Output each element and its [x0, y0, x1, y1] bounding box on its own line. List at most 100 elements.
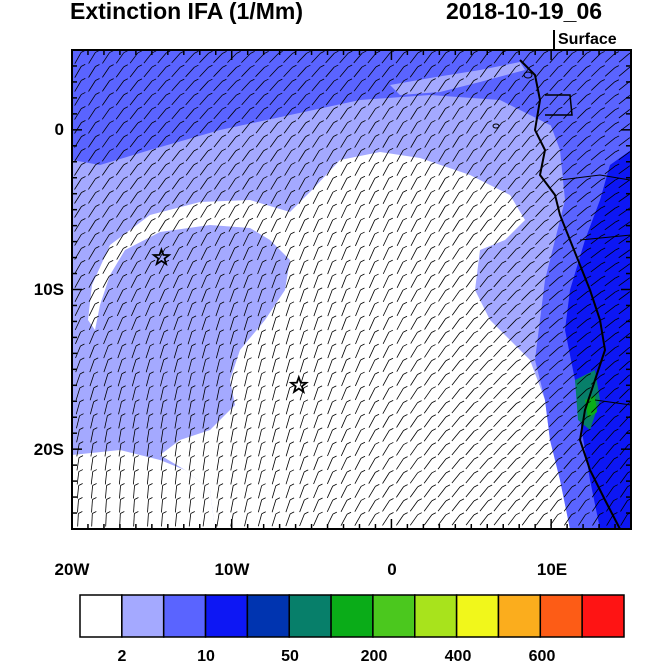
wind-barb	[213, 80, 223, 92]
wind-barb-flag	[360, 455, 366, 459]
wind-barb-flag	[106, 441, 112, 444]
wind-barb	[74, 122, 82, 134]
wind-barb-flag	[586, 64, 591, 68]
wind-barb-flag	[501, 512, 507, 516]
wind-barb	[604, 277, 616, 287]
wind-barb-flag	[289, 497, 295, 501]
wind-barb	[576, 375, 588, 385]
wind-barb-flag	[599, 470, 605, 474]
wind-barb	[382, 136, 390, 148]
wind-barb	[283, 108, 293, 120]
wind-barb-flag	[558, 331, 564, 335]
wind-barb	[535, 389, 545, 399]
wind-barb-flag	[614, 428, 619, 432]
wind-barb	[369, 275, 375, 289]
wind-barb-flag	[572, 331, 578, 335]
wind-barb	[326, 471, 334, 485]
wind-barb	[355, 331, 361, 345]
wind-barb	[185, 80, 195, 92]
wind-barb-flag	[150, 301, 155, 305]
wind-barb-flag	[291, 92, 297, 96]
wind-barb	[158, 234, 166, 246]
wind-barb-flag	[94, 357, 99, 361]
wind-barb-flag	[305, 162, 310, 165]
wind-barb	[562, 389, 574, 399]
wind-barb-flag	[95, 148, 100, 151]
wind-barb-flag	[487, 512, 493, 516]
wind-barb-flag	[543, 512, 548, 516]
wind-barb-flag	[501, 190, 507, 194]
wind-barb	[257, 359, 263, 373]
wind-barb-flag	[192, 259, 197, 263]
wind-barb	[466, 192, 474, 204]
border-line	[579, 234, 631, 241]
wind-barb	[604, 95, 616, 105]
wind-barb-flag	[586, 428, 591, 432]
wind-barb	[382, 122, 390, 134]
wind-barb	[604, 347, 616, 357]
wind-barb-flag	[137, 232, 142, 235]
wind-barb	[313, 233, 319, 247]
wind-barb	[340, 205, 348, 219]
wind-barb-flag	[137, 64, 143, 68]
wind-barb-flag	[459, 106, 464, 109]
wind-barb	[285, 275, 291, 289]
wind-barb	[216, 415, 220, 429]
wind-barb-flag	[234, 259, 239, 263]
wind-barb	[325, 108, 335, 120]
wind-barb-flag	[275, 497, 281, 501]
wind-barb	[103, 387, 109, 401]
wind-barb	[606, 500, 614, 512]
wind-barb	[89, 401, 95, 415]
wind-barb	[188, 443, 192, 457]
wind-barb	[479, 346, 489, 358]
wind-barb	[466, 206, 474, 218]
wind-barb	[549, 136, 559, 148]
wind-barb-flag	[516, 260, 521, 264]
wind-barb	[90, 443, 94, 457]
wind-barb	[535, 108, 545, 120]
wind-barb	[285, 513, 291, 527]
wind-barb-flag	[600, 401, 605, 404]
wind-barb-flag	[275, 441, 280, 445]
wind-barb-flag	[445, 232, 450, 235]
wind-barb-flag	[332, 441, 337, 445]
wind-barb-flag	[346, 483, 352, 487]
wind-barb	[521, 431, 531, 441]
wind-barb	[270, 178, 278, 190]
wind-barb	[173, 303, 179, 317]
wind-barb	[549, 66, 559, 78]
wind-barb-flag	[543, 64, 549, 68]
wind-barb	[604, 249, 616, 259]
wind-barb-flag	[332, 231, 337, 235]
wind-barb-flag	[204, 469, 210, 472]
wind-barb	[424, 206, 432, 218]
wind-barb	[521, 108, 531, 120]
wind-barb	[103, 345, 109, 359]
wind-barb	[105, 485, 107, 499]
wind-barb	[298, 164, 306, 176]
wind-barb-flag	[389, 64, 395, 68]
wind-barb	[201, 289, 207, 303]
wind-barb	[438, 290, 446, 302]
wind-barb-flag	[106, 469, 111, 472]
wind-barb-flag	[81, 134, 86, 137]
wind-barb	[507, 514, 517, 526]
wind-barb	[173, 359, 179, 373]
wind-barb	[354, 164, 362, 176]
wind-barb	[396, 500, 404, 512]
wind-barb	[88, 66, 96, 78]
wind-barb	[368, 402, 376, 414]
wind-barb-flag	[431, 484, 437, 488]
wind-barb	[549, 122, 559, 134]
wind-barb-flag	[333, 92, 339, 96]
wind-barb	[423, 472, 433, 484]
wind-barb	[200, 192, 208, 204]
wind-barb	[576, 207, 588, 217]
wind-barb	[535, 444, 545, 456]
wind-barb-flag	[374, 441, 380, 445]
wind-barb	[174, 415, 178, 429]
wind-barb-flag	[121, 385, 126, 389]
wind-barb	[229, 303, 235, 317]
wind-barb	[313, 387, 319, 401]
